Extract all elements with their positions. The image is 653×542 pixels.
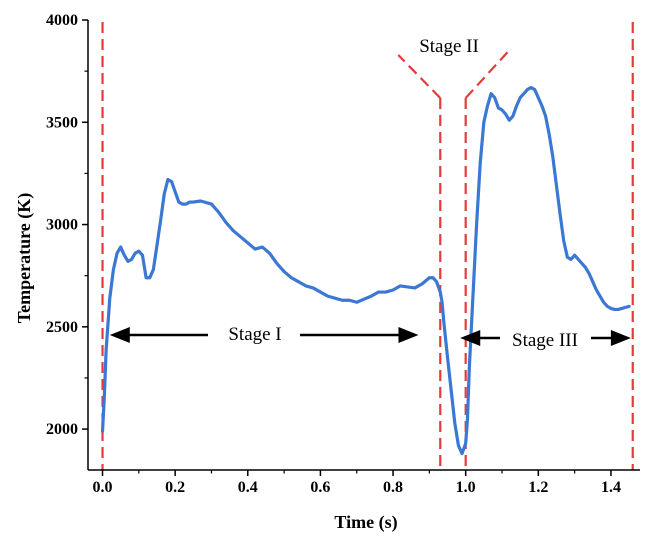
x-tick-label-4: 0.8 (383, 479, 403, 496)
series-layer (100, 85, 631, 456)
y-tick-label-1: 2500 (46, 319, 78, 336)
y-tick-label-3: 3500 (46, 114, 78, 131)
x-tick-label-5: 1.0 (456, 479, 476, 496)
temperature-series-line (100, 85, 631, 456)
x-tick-label-1: 0.2 (165, 479, 185, 496)
stage-1-arrow-left-head (109, 327, 130, 343)
stage-annotations: Stage I Stage II Stage III (109, 36, 631, 351)
stage-boundaries (101, 22, 634, 470)
y-tick-label-4: 4000 (46, 12, 78, 29)
stage-3-label: Stage III (512, 330, 578, 351)
stage-2-label: Stage II (419, 36, 479, 57)
x-tick-label-2: 0.4 (238, 479, 258, 496)
x-tick-label-3: 0.6 (310, 479, 330, 496)
x-axis-title: Time (s) (334, 512, 397, 533)
stage-1-arrow-right-head (398, 327, 419, 343)
stage-3-arrow-right-head (610, 330, 631, 346)
stage-3-arrow-left-head (460, 330, 481, 346)
stage-1-label: Stage I (228, 324, 281, 345)
x-tick-label-7: 1.4 (601, 479, 621, 496)
y-axis-title: Temperature (K) (14, 193, 35, 323)
funnel-right (464, 51, 509, 99)
funnel-left (397, 54, 442, 99)
y-tick-label-0: 2000 (46, 421, 78, 438)
y-tick-label-2: 3000 (46, 217, 78, 234)
x-tick-label-0: 0.0 (93, 479, 113, 496)
axes: 0.0 0.2 0.4 0.6 0.8 1.0 1.2 1.4 2000 2500 3000 3500… (46, 12, 640, 496)
x-tick-label-6: 1.2 (528, 479, 548, 496)
